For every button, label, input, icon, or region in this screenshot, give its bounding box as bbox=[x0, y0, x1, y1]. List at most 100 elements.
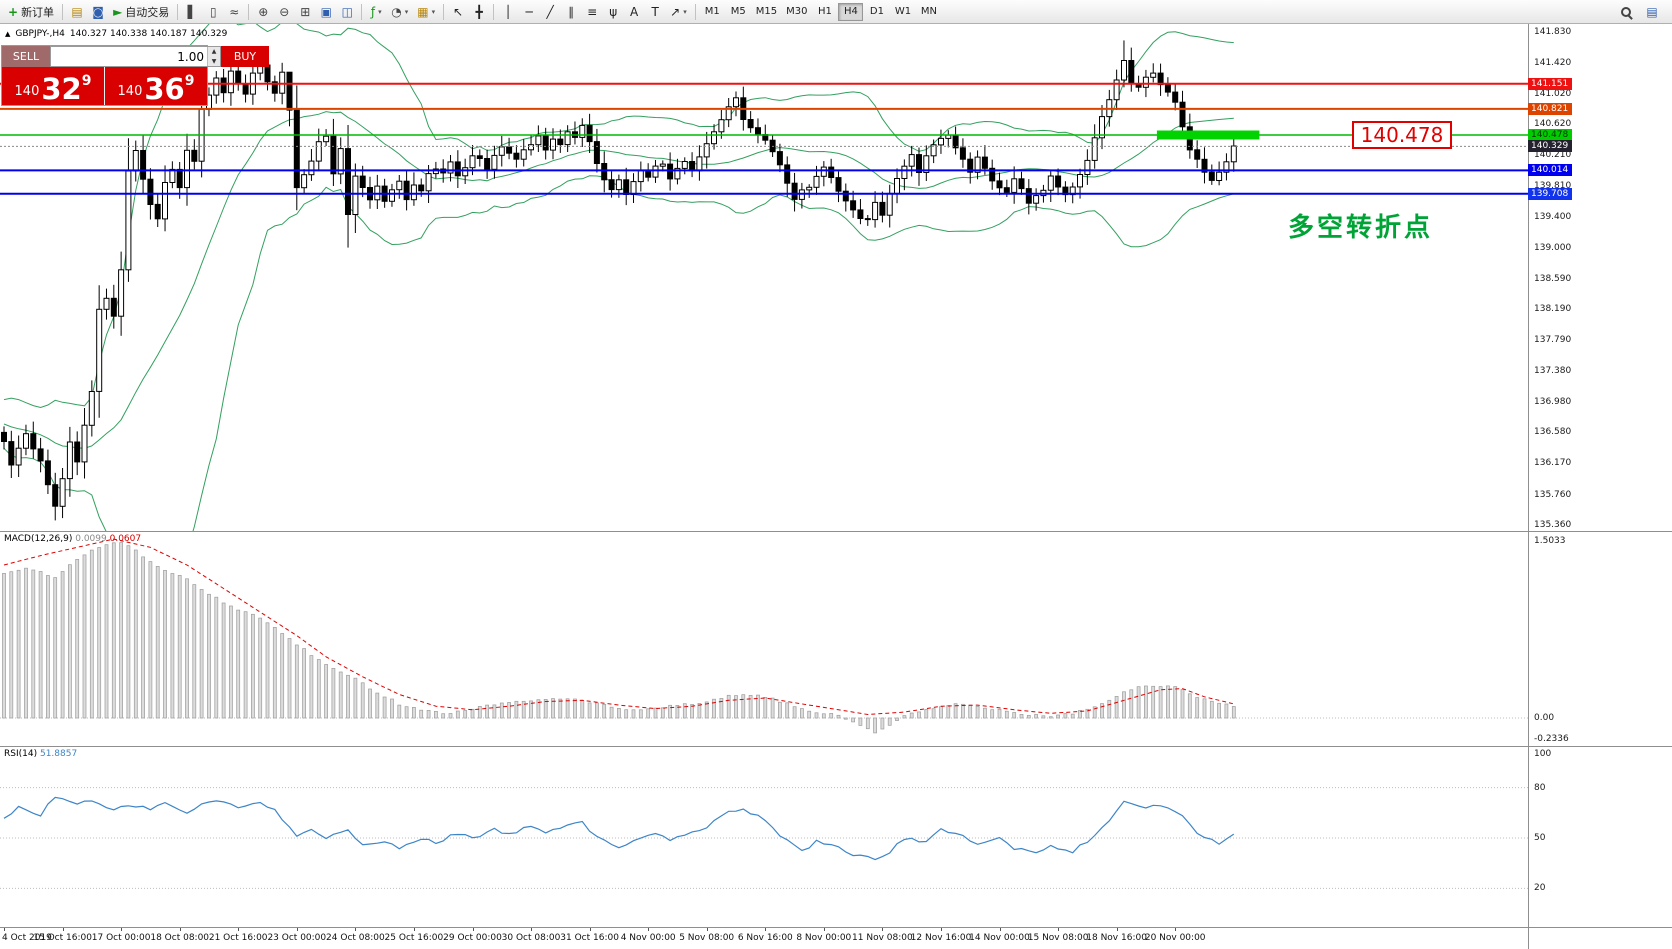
horizontal-line-button[interactable]: ─ bbox=[519, 2, 539, 22]
candle-body bbox=[220, 77, 227, 94]
new-order-button[interactable]: + 新订单 bbox=[4, 2, 58, 22]
candle-body bbox=[579, 124, 586, 138]
macd-histogram-bar bbox=[1224, 703, 1229, 719]
chart-shift-button[interactable]: ◫ bbox=[337, 2, 357, 22]
crosshair-button[interactable]: ╋ bbox=[469, 2, 489, 22]
macd-histogram-bar bbox=[536, 699, 541, 719]
highlight-zone[interactable] bbox=[1156, 130, 1260, 140]
candle-body bbox=[557, 138, 564, 146]
macd-histogram-bar bbox=[419, 709, 424, 719]
candle-body bbox=[81, 424, 88, 463]
candle-body bbox=[425, 173, 432, 192]
bar-chart-type-button[interactable]: ▌ bbox=[182, 2, 202, 22]
time-axis[interactable]: 4 Oct 2019 15 Oct 16:00 17 Oct 00:00 18 Oct… bbox=[0, 927, 1672, 949]
annotation-text[interactable]: 多空转折点 bbox=[1288, 213, 1434, 243]
autotrading-button[interactable]: ► 自动交易 bbox=[109, 2, 173, 22]
macd-histogram-bar bbox=[756, 694, 760, 719]
fibonacci-button[interactable]: ≡ bbox=[582, 2, 602, 22]
bid-price-display[interactable]: 140 32 9 bbox=[2, 67, 104, 105]
timeframe-w1[interactable]: W1 bbox=[894, 6, 912, 17]
panel-separator[interactable] bbox=[0, 531, 1672, 532]
indicators-icon: ƒ bbox=[370, 4, 376, 19]
trendline-button[interactable]: ╱ bbox=[540, 2, 560, 22]
cursor-button[interactable]: ↖ bbox=[448, 2, 468, 22]
pitchfork-button[interactable]: ψ bbox=[603, 2, 623, 22]
crosshair-icon: ╋ bbox=[475, 4, 483, 19]
community-button[interactable]: ▤ bbox=[1642, 2, 1662, 22]
vertical-line-button[interactable]: │ bbox=[498, 2, 518, 22]
macd-histogram-bar bbox=[917, 711, 921, 719]
volume-decrease-button[interactable]: ▼ bbox=[208, 56, 220, 66]
macd-histogram-bar bbox=[148, 561, 153, 719]
templates-button[interactable]: ▦ ▾ bbox=[413, 2, 439, 22]
candle-body bbox=[550, 138, 556, 151]
profiles-button[interactable]: ◙ bbox=[88, 2, 108, 22]
macd-histogram-bar bbox=[646, 708, 651, 719]
ask-int: 140 bbox=[117, 84, 143, 99]
candle-body bbox=[235, 70, 242, 85]
search-button[interactable] bbox=[1616, 2, 1636, 22]
channel-button[interactable]: ∥ bbox=[561, 2, 581, 22]
macd-histogram-bar bbox=[68, 564, 72, 719]
candle-body bbox=[659, 163, 666, 167]
search-icon bbox=[1621, 6, 1631, 17]
panel-separator[interactable] bbox=[0, 746, 1672, 747]
price-chart-canvas[interactable] bbox=[0, 24, 1528, 531]
macd-histogram-bar bbox=[448, 713, 453, 719]
panel-separator bbox=[0, 927, 1672, 928]
macd-histogram-bar bbox=[382, 696, 387, 719]
macd-histogram-bar bbox=[1209, 700, 1214, 719]
periods-button[interactable]: ◔ ▾ bbox=[387, 2, 412, 22]
line-chart-type-button[interactable]: ≈ bbox=[224, 2, 244, 22]
charts-button[interactable]: ▤ bbox=[67, 2, 87, 22]
macd-histogram-bar bbox=[1041, 715, 1046, 719]
collapse-panel-icon[interactable]: ▲ bbox=[5, 30, 11, 38]
price-callout-label[interactable]: 140.478 bbox=[1352, 121, 1452, 149]
macd-histogram-bar bbox=[800, 708, 804, 719]
timeframe-mn[interactable]: MN bbox=[920, 6, 937, 17]
macd-histogram-bar bbox=[375, 692, 380, 719]
time-tick bbox=[62, 927, 64, 931]
ask-price-display[interactable]: 140 36 9 bbox=[105, 67, 207, 105]
candle-body bbox=[1077, 174, 1083, 188]
macd-histogram-bar bbox=[111, 542, 116, 719]
macd-histogram-bar bbox=[207, 593, 211, 719]
candle-body bbox=[813, 175, 820, 188]
macd-histogram-bar bbox=[821, 713, 826, 719]
indicators-button[interactable]: ƒ ▾ bbox=[366, 2, 386, 22]
price-axis[interactable]: 141.830 141.420 141.020 140.620 140.210 139.8… bbox=[1528, 24, 1672, 531]
macd-histogram-bar bbox=[9, 571, 14, 719]
macd-axis-label: -0.2336 bbox=[1534, 734, 1569, 744]
arrows-button[interactable]: ↗ ▾ bbox=[666, 2, 691, 22]
macd-histogram-bar bbox=[763, 697, 768, 719]
timeframe-m30[interactable]: M30 bbox=[786, 6, 808, 17]
candle-body bbox=[725, 106, 732, 121]
candle-body bbox=[1, 431, 7, 442]
macd-canvas[interactable] bbox=[0, 531, 1528, 746]
sell-button[interactable]: SELL bbox=[2, 46, 50, 67]
timeframe-d1[interactable]: D1 bbox=[869, 6, 884, 17]
zoom-in-icon: ⊕ bbox=[258, 4, 269, 19]
tile-windows-button[interactable]: ⊞ bbox=[295, 2, 315, 22]
text-label-button[interactable]: T bbox=[645, 2, 665, 22]
candlestick-type-button[interactable]: ▯ bbox=[203, 2, 223, 22]
buy-button[interactable]: BUY bbox=[221, 46, 269, 67]
volume-input[interactable] bbox=[51, 47, 207, 66]
timeframe-h4[interactable]: H4 bbox=[838, 2, 864, 21]
zoom-in-button[interactable]: ⊕ bbox=[253, 2, 273, 22]
text-button[interactable]: A bbox=[624, 2, 644, 22]
rsi-canvas[interactable] bbox=[0, 746, 1528, 927]
macd-histogram-bar bbox=[1100, 703, 1104, 719]
macd-histogram-bar bbox=[2, 573, 6, 719]
macd-histogram-bar bbox=[902, 715, 907, 719]
macd-histogram-bar bbox=[324, 664, 328, 719]
volume-increase-button[interactable]: ▲ bbox=[208, 47, 220, 57]
macd-histogram-bar bbox=[1019, 714, 1024, 719]
zoom-out-button[interactable]: ⊖ bbox=[274, 2, 294, 22]
timeframe-m15[interactable]: M15 bbox=[755, 6, 778, 17]
timeframe-h1[interactable]: H1 bbox=[818, 6, 832, 17]
timeframe-m1[interactable]: M1 bbox=[704, 6, 720, 17]
auto-scroll-button[interactable]: ▣ bbox=[316, 2, 336, 22]
macd-histogram-bar bbox=[1166, 685, 1170, 719]
timeframe-m5[interactable]: M5 bbox=[730, 6, 746, 17]
